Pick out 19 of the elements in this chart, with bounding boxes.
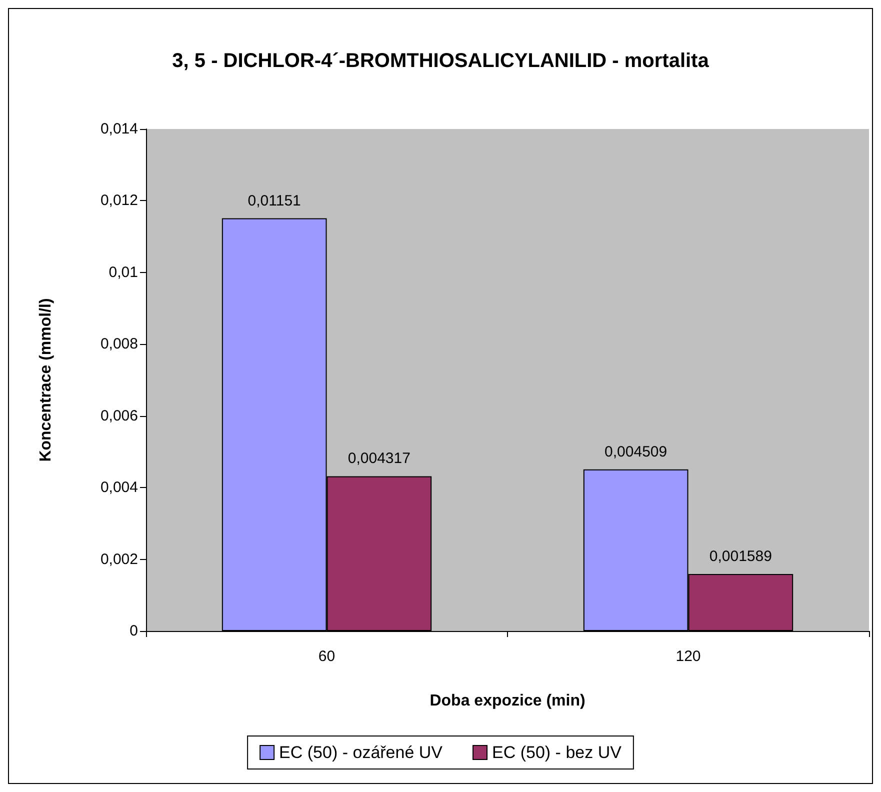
x-tick-label: 120 [676,648,701,665]
data-label: 0,004317 [348,450,410,468]
y-tick-label: 0,012 [100,192,138,210]
x-tick-label: 60 [318,648,336,665]
chart-title: 3, 5 - DICHLOR-4´-BROMTHIOSALICYLANILID - mortalita [172,50,710,72]
y-tick-label: 0,014 [100,120,138,138]
y-tick-label: 0,002 [100,550,138,568]
legend-label: EC (50) - ozářené UV [279,743,444,762]
y-tick-label: 0,006 [100,407,138,424]
y-axis-title: Koncentrace (mmol/l) [38,298,54,462]
y-tick-label: 0,004 [100,479,138,496]
x-axis-title: Doba expozice (min) [430,692,586,710]
y-tick-label: 0,008 [100,336,138,353]
y-tick-label: 0,01 [108,264,138,281]
legend-label: EC (50) - bez UV [492,743,622,762]
data-label: 0,01151 [248,192,301,210]
data-label: 0,001589 [709,548,772,566]
y-tick-label: 0 [130,622,138,640]
data-label: 0,004509 [604,443,668,460]
